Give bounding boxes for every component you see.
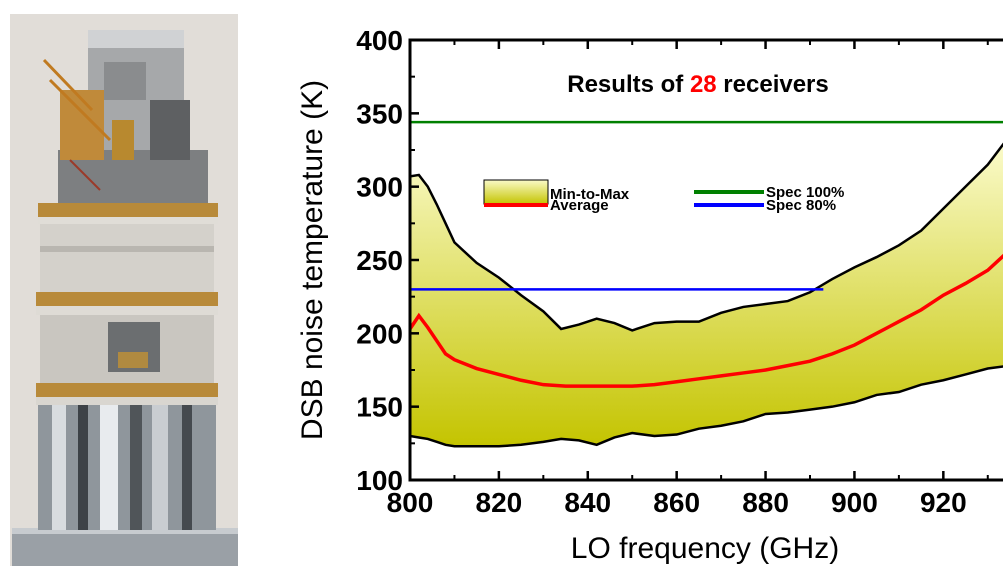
y-tick-label: 350: [356, 98, 403, 129]
chart-annotation: Results of 28 receivers: [567, 71, 829, 98]
y-tick-label: 100: [356, 465, 403, 496]
legend-label-spec80: Spec 80%: [766, 197, 836, 214]
x-tick-label: 860: [653, 487, 700, 518]
series-max-line: [410, 142, 1003, 332]
annotation-prefix: Results of: [567, 71, 690, 98]
receiver-photo: [10, 14, 238, 566]
legend-label-minmax: Min-to-Max: [550, 186, 630, 203]
x-tick-label: 820: [476, 487, 523, 518]
y-tick-label: 300: [356, 172, 403, 203]
legend-label-average: Average: [550, 197, 609, 214]
series-min-line: [410, 365, 1003, 448]
annotation-suffix: receivers: [717, 71, 829, 98]
series-minmax-band: [410, 144, 1003, 447]
x-axis-title: LO frequency (GHz): [571, 532, 839, 565]
y-tick-label: 200: [356, 318, 403, 349]
legend-label-spec100: Spec 100%: [766, 184, 844, 201]
x-tick-label: 800: [387, 487, 434, 518]
legend-swatch-minmax: [483, 179, 549, 205]
legend: Min-to-Max Average Spec 100% Spec 80%: [483, 179, 844, 214]
x-tick-label: 920: [920, 487, 967, 518]
series-average-line: [410, 253, 1003, 388]
y-tick-label: 400: [356, 25, 403, 56]
y-tick-label: 250: [356, 245, 403, 276]
y-axis-title: DSB noise temperature (K): [296, 80, 329, 440]
x-tick-label: 900: [831, 487, 878, 518]
annotation-count: 28: [690, 71, 717, 98]
y-tick-label: 150: [356, 392, 403, 423]
x-tick-label: 880: [742, 487, 789, 518]
x-tick-label: 840: [564, 487, 611, 518]
